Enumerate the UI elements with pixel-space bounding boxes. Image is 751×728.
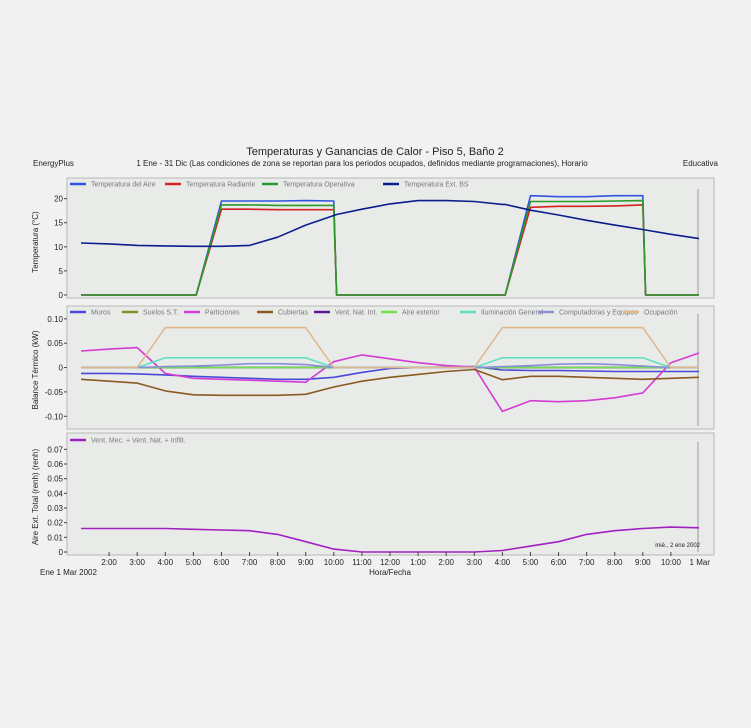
legend-entry: Aire exterior (402, 310, 440, 317)
y-tick-label: 0.01 (47, 533, 63, 542)
legend-entry: Suelos S.T. (143, 310, 178, 317)
y-tick-label: -0.05 (45, 388, 64, 397)
legend-entry: Temperatura Operativa (283, 182, 355, 189)
x-tick-label: 2:00 (101, 558, 117, 567)
x-tick-label: 6:00 (551, 558, 567, 567)
y-tick-label: 0.06 (47, 460, 63, 469)
y-tick-label: 10 (54, 243, 63, 252)
x-tick-label: 4:00 (495, 558, 511, 567)
x-tick-label: 5:00 (523, 558, 539, 567)
legend-entry: Cubiertas (278, 310, 308, 317)
y-tick-label: 5 (59, 267, 64, 276)
y-axis-label: Balance Térmico (kW) (31, 330, 40, 409)
y-tick-label: 20 (54, 195, 63, 204)
y-tick-label: 0 (59, 548, 64, 557)
y-axis-label: Temperatura (°C) (31, 211, 40, 273)
x-tick-label: 10:00 (661, 558, 682, 567)
panel-frame (66, 177, 715, 299)
legend-entry: Vent. Mec. + Vent. Nat. + Infilt. (91, 438, 186, 445)
building-type-label: Educativa (683, 159, 719, 168)
legend-entry: Ocupación (644, 310, 678, 317)
x-tick-label: 7:00 (579, 558, 595, 567)
x-tick-label: 3:00 (129, 558, 145, 567)
x-tick-label: 4:00 (157, 558, 173, 567)
chart-subtitle: 1 Ene - 31 Dic (Las condiciones de zona … (136, 159, 588, 168)
legend-entry: Iluminación General (481, 310, 544, 317)
y-tick-label: 0.04 (47, 489, 63, 498)
x-tick-label: 11:00 (352, 558, 372, 567)
series-line-ext (80, 199, 700, 248)
series-line-ocupacion (81, 326, 699, 369)
start-date-label: Ene 1 Mar 2002 (40, 568, 97, 577)
y-tick-label: 0.05 (47, 475, 63, 484)
x-tick-label: 6:00 (214, 558, 230, 567)
legend-entry: Particiones (205, 310, 240, 317)
outdoor-air-panel: 0 0.01 0.02 0.03 0.04 0.05 0.06 0.07 Aire Ext. T… (31, 432, 715, 557)
x-tick-label: 12:00 (380, 558, 401, 567)
legend-entry: Temperatura Radiante (186, 182, 255, 189)
y-tick-label: 0.05 (47, 339, 63, 348)
series-line-cubiertas (80, 368, 700, 397)
panel-frame (66, 432, 715, 556)
x-tick-label: 10:00 (324, 558, 345, 567)
temperature-panel: 0 5 10 15 20 Temperatura (°C) Temperatura del … (31, 177, 715, 300)
legend-entry: Muros (91, 310, 111, 317)
x-tick-label: 5:00 (186, 558, 202, 567)
legend-entry: Vent. Nat. Int. (335, 310, 377, 317)
software-label: EnergyPlus (33, 159, 74, 168)
x-tick-label: 8:00 (607, 558, 623, 567)
y-axis-label: Aire Ext. Total (renh) (renh) (31, 449, 40, 546)
y-tick-label: 0.02 (47, 519, 63, 528)
x-tick-label: 9:00 (298, 558, 314, 567)
y-tick-label: 0.03 (47, 504, 63, 513)
x-tick-label: 1:00 (410, 558, 426, 567)
heat-balance-panel: 0.10 0.05 0 -0.05 -0.10 Balance Térmico (kW) M… (31, 305, 715, 430)
x-tick-label: 8:00 (270, 558, 286, 567)
y-tick-label: 0.07 (47, 445, 63, 454)
end-date-label: 1 Mar (690, 558, 711, 567)
x-tick-label: 3:00 (466, 558, 482, 567)
series-line-particiones (80, 346, 700, 413)
legend-entry: Temperatura del Aire (91, 182, 156, 189)
x-tick-label: 7:00 (242, 558, 258, 567)
series-line-operative (81, 199, 699, 296)
y-tick-label: 15 (54, 219, 63, 228)
x-axis-label: Hora/Fecha (369, 568, 411, 577)
date-note: mié., 2 ene 2002 (655, 543, 700, 549)
y-tick-label: 0 (59, 364, 64, 373)
x-tick-label: 9:00 (635, 558, 651, 567)
series-line-muros (81, 365, 699, 381)
y-tick-label: -0.10 (45, 412, 64, 421)
y-tick-label: 0 (59, 291, 64, 300)
x-tick-label: 2:00 (438, 558, 454, 567)
legend-entry: Computadoras y Equipos (559, 310, 638, 317)
x-axis-ticks: 2:00 3:00 4:00 5:00 6:00 7:00 8:00 9:00 10:00 11:… (101, 552, 681, 567)
chart-title: Temperaturas y Ganancias de Calor - Piso… (246, 146, 503, 158)
y-tick-label: 0.10 (47, 315, 63, 324)
legend-entry: Temperatura Ext. BS (404, 182, 469, 189)
